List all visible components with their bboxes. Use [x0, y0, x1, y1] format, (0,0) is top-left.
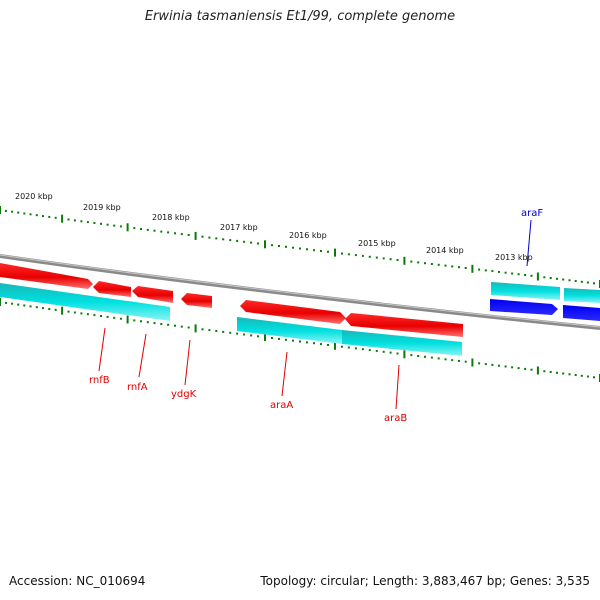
cds-feature[interactable]: [491, 282, 560, 300]
gene-label-araF: araF: [521, 208, 543, 219]
gene-feature-araF-2[interactable]: [563, 305, 600, 321]
gene-feature-rnfA-2[interactable]: [132, 286, 173, 303]
gene-leader-line: [138, 333, 147, 378]
scale-tick-label: 2016 kbp: [289, 231, 327, 240]
scale-tick-label: 2013 kbp: [495, 253, 533, 262]
page-title: Erwinia tasmaniensis Et1/99, complete ge…: [144, 9, 456, 24]
gene-label-araA: araA: [270, 400, 293, 411]
gene-leader-line: [395, 364, 400, 410]
gene-label-rnfA: rnfA: [127, 382, 148, 393]
accession-text: Accession: NC_010694: [9, 574, 146, 588]
cds-feature[interactable]: [564, 288, 600, 303]
scale-tick-label: 2020 kbp: [15, 192, 53, 201]
scale-tick-label: 2015 kbp: [358, 239, 396, 248]
scale-tick-label: 2018 kbp: [152, 213, 190, 222]
gene-label-rnfB: rnfB: [89, 375, 110, 386]
gene-feature-rnfB[interactable]: [0, 263, 93, 289]
gene-label-araB: araB: [384, 413, 407, 424]
gene-leader-line: [526, 219, 532, 267]
scale-tick-label: 2014 kbp: [426, 246, 464, 255]
gene-feature-araF[interactable]: [490, 299, 558, 315]
gene-leader-line: [98, 327, 106, 372]
gene-label-ydgK: ydgK: [171, 389, 197, 400]
gene-feature-araA[interactable]: [240, 300, 346, 324]
genome-backbone-highlight: [0, 254, 600, 328]
cds-feature[interactable]: [342, 330, 462, 356]
scale-tick-label: 2019 kbp: [83, 203, 121, 212]
gene-feature-rnfA[interactable]: [93, 281, 131, 297]
cds-feature[interactable]: [0, 283, 170, 321]
gene-leader-line: [281, 351, 288, 397]
cds-feature[interactable]: [237, 317, 342, 344]
topology-text: Topology: circular; Length: 3,883,467 bp…: [260, 574, 590, 588]
gene-feature-ydgK[interactable]: [181, 293, 212, 308]
gene-feature-araB[interactable]: [345, 313, 463, 337]
outer-scale-track: [0, 206, 600, 288]
genome-backbone: [0, 254, 600, 330]
inner-scale-track: [0, 298, 600, 382]
gene-leader-line: [184, 339, 191, 386]
scale-tick-label: 2017 kbp: [220, 223, 258, 232]
